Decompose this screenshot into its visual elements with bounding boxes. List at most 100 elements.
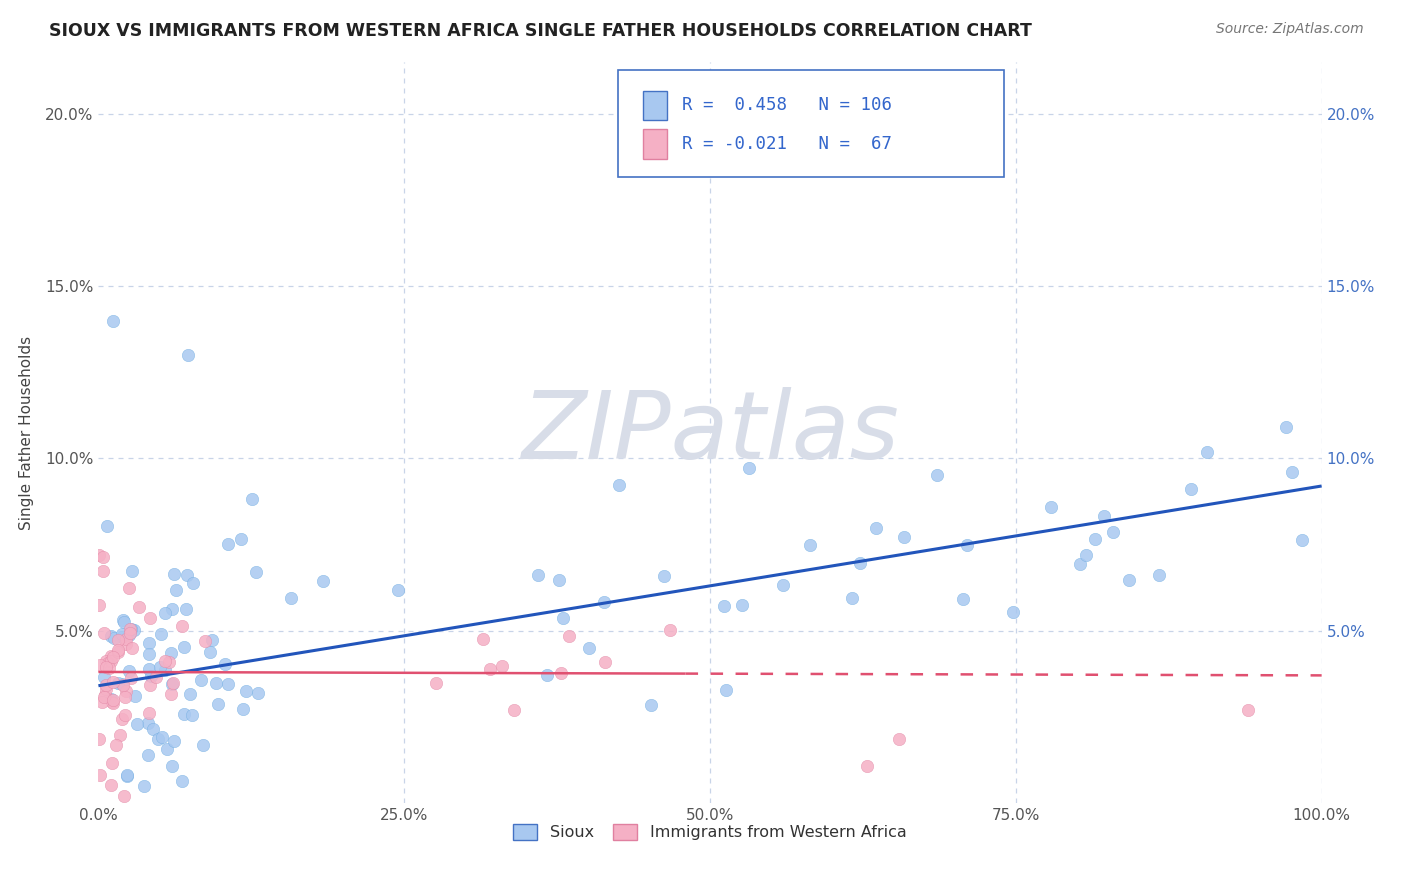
Point (1069, 557, 1091, 571)
Point (100, 695, 122, 709)
Point (120, 671, 142, 685)
Point (93, 626, 115, 640)
Point (652, 568, 675, 582)
Point (122, 623, 145, 637)
Point (548, 573, 571, 587)
Point (527, 567, 550, 582)
Point (179, 687, 201, 701)
Point (97, 657, 120, 671)
Y-axis label: Single Father Households: Single Father Households (20, 335, 34, 530)
Point (176, 567, 198, 582)
Point (103, 697, 125, 711)
Point (550, 665, 572, 680)
Point (108, 728, 131, 742)
Point (174, 602, 197, 616)
Point (160, 602, 183, 616)
Point (536, 668, 558, 682)
Point (160, 687, 183, 701)
Point (138, 635, 160, 649)
Text: ZIPatlas: ZIPatlas (522, 387, 898, 478)
Point (107, 642, 129, 657)
Point (173, 640, 195, 655)
Point (134, 779, 156, 793)
Point (100, 629, 122, 643)
Point (94, 654, 117, 668)
Point (89, 548, 111, 562)
Point (150, 731, 173, 745)
FancyBboxPatch shape (643, 91, 668, 120)
Point (849, 556, 872, 570)
Point (193, 738, 215, 752)
Point (112, 615, 135, 629)
Point (101, 693, 124, 707)
Point (100, 648, 122, 663)
Point (1084, 533, 1107, 547)
Point (1291, 533, 1313, 548)
Point (217, 537, 239, 551)
Point (138, 662, 160, 676)
Point (100, 778, 122, 792)
Point (731, 598, 754, 612)
Point (925, 467, 948, 482)
Text: Source: ZipAtlas.com: Source: ZipAtlas.com (1216, 22, 1364, 37)
Point (96, 681, 118, 696)
Point (139, 678, 162, 692)
Point (118, 627, 141, 641)
Point (89, 657, 111, 672)
Point (139, 669, 162, 683)
Point (578, 641, 600, 656)
Point (115, 684, 138, 698)
Point (280, 591, 302, 605)
Point (114, 707, 136, 722)
Point (181, 708, 204, 723)
Point (593, 595, 616, 609)
Point (479, 662, 502, 676)
Point (181, 575, 204, 590)
Point (111, 676, 134, 690)
Point (114, 789, 136, 803)
Text: R = -0.021   N =  67: R = -0.021 N = 67 (682, 135, 891, 153)
Point (1001, 605, 1024, 619)
Point (491, 659, 513, 673)
Point (1195, 445, 1218, 459)
Point (139, 611, 162, 625)
Point (160, 758, 183, 772)
Point (799, 538, 821, 552)
Point (105, 738, 128, 752)
Point (207, 697, 229, 711)
Point (713, 599, 735, 613)
Point (198, 645, 221, 659)
Point (165, 582, 187, 597)
Point (231, 532, 253, 546)
Point (841, 591, 863, 606)
Point (148, 660, 170, 674)
Point (887, 732, 910, 747)
Point (1274, 420, 1296, 434)
Point (172, 619, 194, 633)
FancyBboxPatch shape (643, 129, 668, 159)
Point (855, 759, 877, 773)
Point (89, 768, 111, 782)
Point (738, 460, 761, 475)
Point (1237, 703, 1260, 717)
Point (120, 622, 142, 636)
Point (245, 565, 267, 579)
Point (118, 664, 141, 678)
Point (1118, 573, 1140, 587)
Point (136, 748, 159, 763)
Point (91, 549, 114, 564)
Legend: Sioux, Immigrants from Western Africa: Sioux, Immigrants from Western Africa (508, 817, 912, 847)
Point (163, 567, 186, 582)
Point (893, 530, 915, 544)
Text: R =  0.458   N = 106: R = 0.458 N = 106 (682, 96, 891, 114)
Point (121, 564, 143, 578)
Point (557, 629, 579, 643)
Point (100, 654, 122, 668)
Text: SIOUX VS IMMIGRANTS FROM WESTERN AFRICA SINGLE FATHER HOUSEHOLDS CORRELATION CHA: SIOUX VS IMMIGRANTS FROM WESTERN AFRICA … (49, 22, 1032, 40)
Point (146, 731, 169, 746)
Point (1281, 466, 1303, 480)
Point (100, 756, 122, 771)
Point (235, 683, 257, 698)
Point (118, 581, 141, 595)
Point (865, 520, 887, 534)
